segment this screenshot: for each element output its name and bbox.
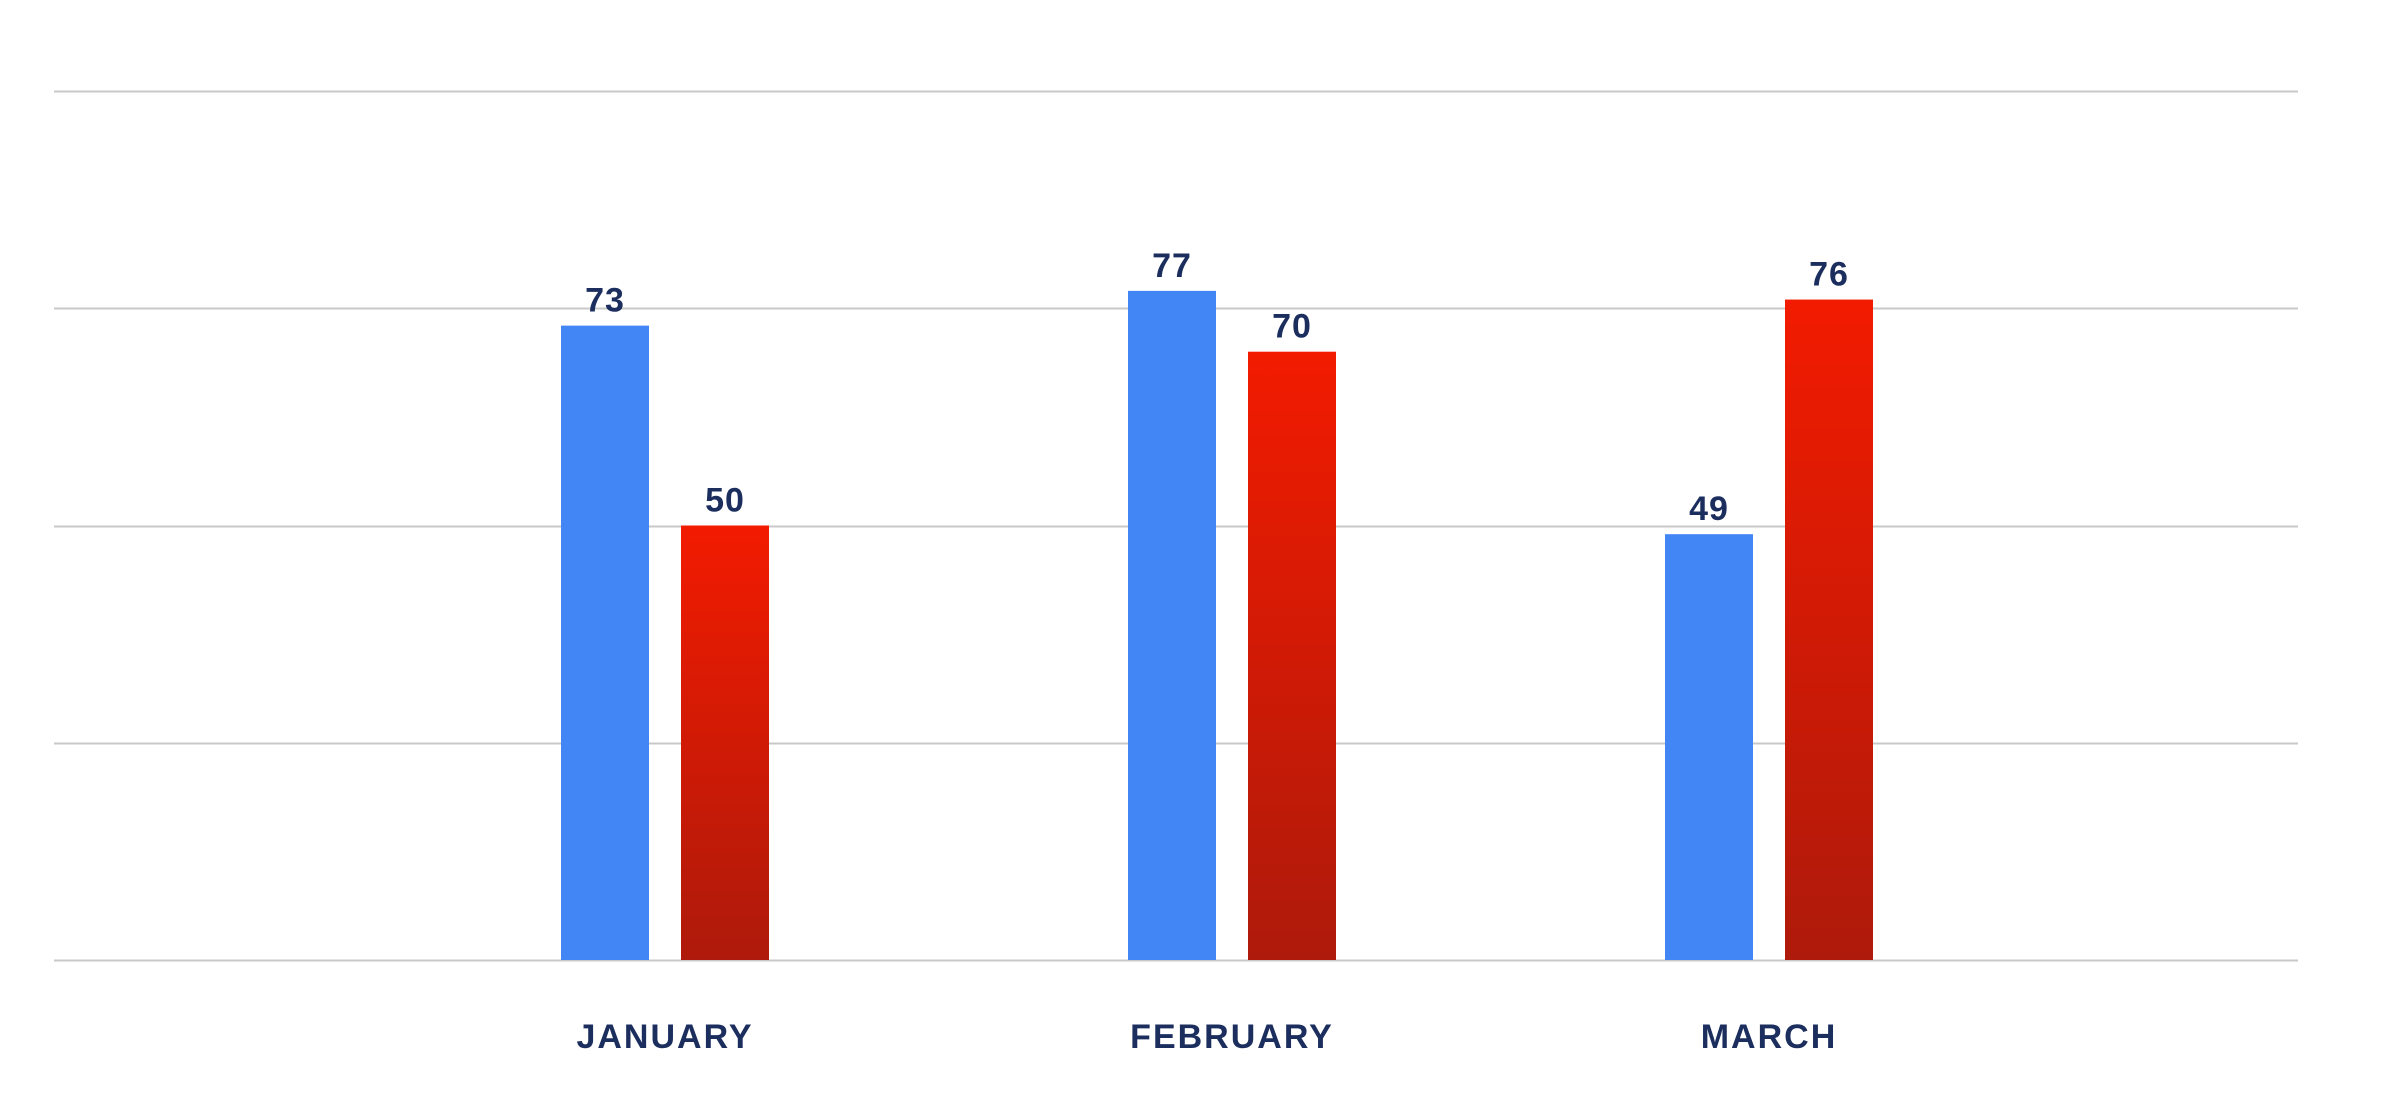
bar-february-series-2 — [1248, 351, 1336, 960]
category-label-march: MARCH — [1701, 1018, 1838, 1056]
category-label-february: FEBRUARY — [1130, 1018, 1334, 1056]
bar-march-series-1 — [1665, 534, 1753, 960]
data-label-march-series-1: 49 — [1689, 490, 1729, 528]
data-labels: 73 77 49 50 70 76 — [585, 247, 1849, 528]
data-label-february-series-1: 77 — [1152, 247, 1192, 285]
bars — [561, 290, 1873, 960]
data-label-january-series-2: 50 — [705, 482, 745, 520]
category-label-january: JANUARY — [576, 1018, 753, 1056]
bar-january-series-2 — [681, 525, 769, 960]
data-label-march-series-2: 76 — [1809, 256, 1849, 294]
category-labels: JANUARY FEBRUARY MARCH — [576, 1018, 1838, 1056]
bar-january-series-1 — [561, 325, 649, 960]
bar-february-series-1 — [1128, 290, 1216, 960]
data-label-january-series-1: 73 — [585, 282, 625, 320]
data-label-february-series-2: 70 — [1272, 308, 1312, 346]
bar-march-series-2 — [1785, 299, 1873, 960]
